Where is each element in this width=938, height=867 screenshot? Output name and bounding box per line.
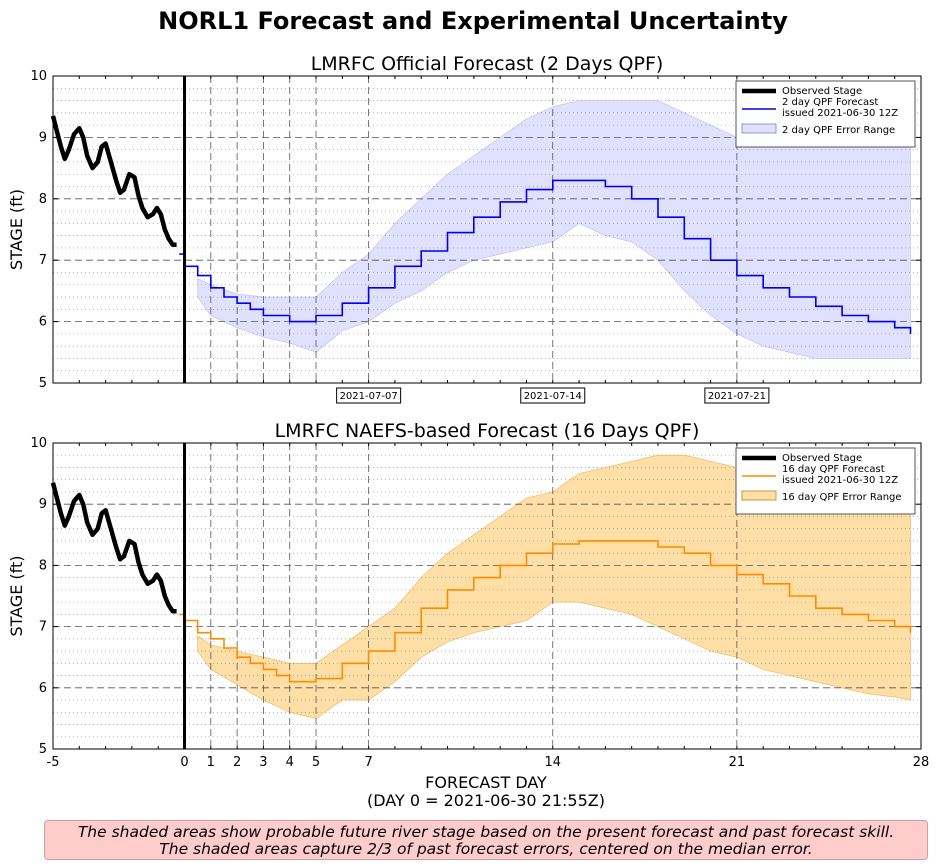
legend-observed-label: Observed Stage [782, 453, 862, 464]
panel-title: LMRFC Official Forecast (2 Days QPF) [311, 53, 664, 75]
legend-observed-label: Observed Stage [782, 86, 862, 97]
legend-forecast-label: 2 day QPF Forecast [782, 97, 878, 108]
x-tick-label: 21 [729, 755, 746, 770]
y-tick-label: 5 [39, 376, 47, 391]
legend-forecast-label: 16 day QPF Forecast [782, 464, 885, 475]
y-tick-label: 6 [39, 681, 47, 696]
date-marker-box [336, 387, 402, 404]
axes-frame [52, 75, 922, 384]
legend-band-swatch [741, 123, 777, 134]
legend-band-swatch [741, 490, 777, 501]
footnote-line-1: The shaded areas show probable future ri… [77, 823, 895, 841]
date-marker-box [704, 387, 770, 404]
x-tick-label: 3 [259, 755, 267, 770]
naefs-forecast-panel: LMRFC NAEFS-based Forecast (16 Days QPF)… [7, 420, 929, 770]
legend-forecast-label: issued 2021-06-30 12Z [782, 475, 898, 486]
x-tick-label: 14 [544, 755, 561, 770]
axes-frame [52, 442, 922, 750]
observed-stage-line [50, 115, 177, 248]
x-tick-label: 28 [913, 755, 930, 770]
forecast-line [179, 179, 912, 334]
x-tick-label: -5 [47, 755, 60, 770]
y-tick-label: 8 [39, 558, 47, 573]
footnote-box: The shaded areas show probable future ri… [44, 820, 928, 860]
x-tick-label: 2 [233, 755, 241, 770]
observed-stage-line [50, 482, 177, 614]
legend-forecast-label: issued 2021-06-30 12Z [782, 108, 898, 119]
x-axis-sublabel: (DAY 0 = 2021-06-30 21:55Z) [367, 791, 605, 810]
y-tick-label: 9 [39, 130, 47, 145]
footnote-line-2: The shaded areas capture 2/3 of past for… [159, 840, 813, 858]
error-range-band [197, 454, 911, 719]
y-axis-label: STAGE (ft) [7, 189, 26, 270]
y-axis-label: STAGE (ft) [7, 555, 26, 636]
y-tick-label: 6 [39, 315, 47, 330]
date-marker-label: 2021-07-07 [340, 391, 398, 402]
official-forecast-panel: LMRFC Official Forecast (2 Days QPF) 5 6 7 8… [7, 53, 922, 404]
legend-band-label: 16 day QPF Error Range [782, 492, 902, 503]
date-marker-label: 2021-07-21 [708, 391, 766, 402]
y-tick-label: 10 [30, 436, 47, 451]
y-tick-label: 7 [39, 620, 47, 635]
x-axis-label: FORECAST DAY [425, 773, 547, 792]
forecast-line [179, 540, 912, 683]
x-tick-label: 7 [364, 755, 372, 770]
x-tick-label: 5 [312, 755, 320, 770]
y-tick-label: 10 [30, 69, 47, 84]
y-tick-label: 7 [39, 253, 47, 268]
panel-title: LMRFC NAEFS-based Forecast (16 Days QPF) [275, 420, 700, 442]
y-tick-label: 8 [39, 192, 47, 207]
x-tick-label: 0 [180, 755, 188, 770]
figure-title: NORL1 Forecast and Experimental Uncertai… [158, 7, 788, 35]
x-tick-label: 1 [207, 755, 215, 770]
date-marker-box [520, 387, 586, 404]
legend-band-label: 2 day QPF Error Range [782, 125, 895, 136]
date-marker-label: 2021-07-14 [524, 391, 582, 402]
y-tick-label: 9 [39, 497, 47, 512]
x-tick-label: 4 [286, 755, 294, 770]
error-range-band [197, 100, 911, 359]
y-tick-label: 5 [39, 742, 47, 757]
